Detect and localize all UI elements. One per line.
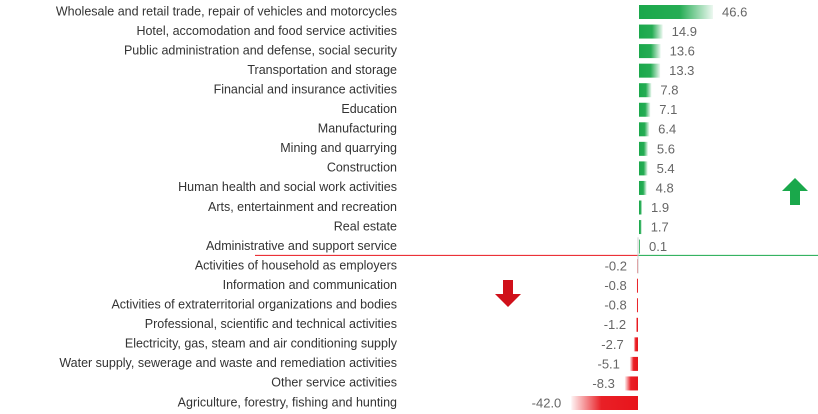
bar: [639, 239, 640, 254]
category-label: Water supply, sewerage and waste and rem…: [59, 356, 397, 370]
category-label: Real estate: [334, 219, 397, 233]
bar: [639, 44, 661, 59]
value-label: 1.7: [651, 219, 669, 234]
category-label: Manufacturing: [318, 122, 397, 136]
bar: [639, 122, 650, 137]
category-label: Hotel, accomodation and food service act…: [136, 24, 397, 38]
category-label: Arts, entertainment and recreation: [208, 200, 397, 214]
bar: [624, 376, 638, 391]
value-label: 5.4: [657, 161, 675, 176]
bar: [639, 63, 661, 78]
category-label: Electricity, gas, steam and air conditio…: [125, 337, 398, 351]
value-label: -0.8: [604, 298, 626, 313]
value-label: 1.9: [651, 200, 669, 215]
value-label: 7.1: [659, 102, 677, 117]
bar: [633, 337, 638, 352]
bar: [639, 180, 647, 195]
up-arrow: [782, 178, 808, 205]
value-label: -2.7: [601, 337, 623, 352]
bar: [629, 356, 638, 371]
category-label: Other service activities: [271, 376, 397, 390]
category-label: Agriculture, forestry, fishing and hunti…: [178, 395, 397, 409]
category-label: Wholesale and retail trade, repair of ve…: [56, 4, 397, 18]
category-label: Activities of household as employers: [195, 258, 397, 272]
bar: [639, 141, 648, 156]
category-label: Professional, scientific and technical a…: [145, 317, 397, 331]
value-label: -1.2: [604, 317, 626, 332]
category-label: Public administration and defense, socia…: [124, 43, 398, 57]
category-label: Activities of extraterritorial organizat…: [111, 298, 397, 312]
bar: [636, 317, 638, 332]
value-label: 14.9: [672, 24, 697, 39]
bar: [639, 5, 713, 19]
bar: [639, 220, 642, 235]
bar: [636, 298, 638, 313]
value-label: -0.2: [605, 259, 627, 274]
value-label: -0.8: [604, 278, 626, 293]
value-label: 5.6: [657, 141, 675, 156]
category-label: Financial and insurance activities: [214, 82, 397, 96]
bar: [639, 102, 651, 117]
category-label: Education: [341, 102, 397, 116]
bar: [639, 200, 643, 215]
down-arrow: [495, 280, 521, 307]
value-label: 6.4: [658, 122, 676, 137]
value-label: 4.8: [656, 180, 674, 195]
value-label: -42.0: [532, 395, 562, 410]
category-label: Administrative and support service: [206, 239, 397, 253]
value-label: 7.8: [660, 83, 678, 98]
category-label: Transportation and storage: [247, 63, 397, 77]
category-label: Construction: [327, 161, 397, 175]
value-label: 13.6: [670, 44, 695, 59]
value-label: -5.1: [597, 356, 619, 371]
bar: [639, 24, 663, 39]
category-label: Human health and social work activities: [178, 180, 397, 194]
category-label: Mining and quarrying: [280, 141, 397, 155]
value-label: -8.3: [592, 376, 614, 391]
value-label: 13.3: [669, 63, 694, 78]
bar: [636, 278, 638, 293]
bar: [639, 161, 648, 176]
value-label: 0.1: [649, 239, 667, 254]
value-label: 46.6: [722, 4, 747, 19]
bar: [571, 396, 638, 410]
category-label: Information and communication: [223, 278, 397, 292]
bar: [639, 83, 652, 98]
